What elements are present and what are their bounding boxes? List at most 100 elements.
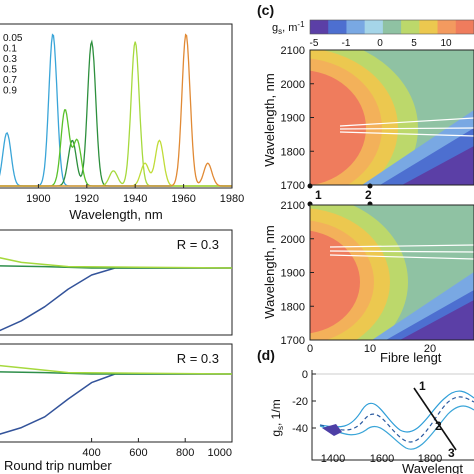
colorbar-ticks: -5 -1 0 5 10 (310, 38, 452, 49)
spectra-x-tick-label: 1940 (123, 193, 147, 205)
round-trip-lower-annotation: R = 0.3 (177, 351, 219, 366)
spectra-legend: 0.050.10.30.50.70.9 (3, 33, 23, 97)
round-trip-upper-lines (0, 257, 232, 332)
spectra-x-tick-label: 1980 (220, 193, 244, 205)
heatmap-y-tick-label: 1900 (281, 113, 305, 125)
panel-c-label: (c) (257, 2, 274, 18)
panel-d-label: (d) (257, 347, 275, 363)
marker-1-label: 1 (315, 188, 322, 202)
colorbar-frame (309, 19, 474, 35)
c-lower-y-label: Wavelength, nm (262, 225, 277, 318)
colorbar-swatch (310, 20, 329, 34)
colorbar-tick-label: -5 (310, 38, 319, 49)
heatmap-x-tick-label: 20 (424, 343, 436, 355)
spectrum-series-5 (0, 33, 232, 187)
d-x-tick-label: 1400 (321, 453, 345, 465)
d-axes (311, 370, 474, 461)
colorbar-swatch (364, 20, 384, 34)
c-lower-x-ticks: 0 10 20 (307, 343, 436, 355)
d-curve-label-2: 2 (435, 419, 442, 433)
c-lower-heatmap: 2100 2000 1900 1800 1700 0 10 20 Wavelength, n… (262, 200, 474, 365)
colorbar-swatch (401, 20, 420, 34)
marker-2-dot (367, 183, 373, 189)
round-trip-lower-lines (0, 364, 232, 435)
marker-2-label: 2 (365, 188, 372, 202)
round-trip-lower-frame (0, 343, 233, 443)
heatmap-y-tick-label: 2000 (281, 234, 305, 246)
round-trip-series-0 (0, 267, 232, 332)
colorbar-swatches (310, 20, 474, 34)
spectra-x-label: Wavelength, nm (69, 207, 162, 222)
heatmap-y-tick-label: 2100 (281, 45, 305, 57)
d-x-label: Wavelengt (402, 461, 463, 474)
colorbar-swatch (419, 20, 439, 34)
round-trip-x-label: Round trip number (4, 458, 112, 473)
d-curve-label-1: 1 (419, 379, 426, 393)
heatmap-y-tick-label: 2000 (281, 79, 305, 91)
d-curve-label-3: 3 (448, 446, 455, 460)
spectra-lines (0, 33, 232, 187)
round-trip-x-tick-label: 800 (176, 447, 194, 459)
colorbar-swatch (437, 20, 457, 34)
round-trip-series-2 (0, 364, 232, 375)
round-trip-x-ticks: 400 600 800 1000 (82, 438, 233, 459)
c-upper-field (310, 50, 474, 185)
spectra-x-tick-label: 1920 (75, 193, 99, 205)
spectra-legend-entry: 0.7 (3, 75, 17, 86)
c-lower-field (310, 205, 474, 340)
d-x-tick-label: 1800 (418, 453, 442, 465)
d-y-tick-label: 0 (302, 369, 308, 381)
d-panel: 0 -20 -40 1400 1600 1800 1 2 3 gs, 1/m Wavel… (269, 369, 474, 474)
round-trip-upper-annotation: R = 0.3 (177, 237, 219, 252)
c-upper-y-ticks: 2100 2000 1900 1800 1700 (281, 45, 314, 192)
spectra-legend-entry: 0.05 (3, 33, 23, 44)
colorbar-tick-label: 5 (411, 38, 417, 49)
colorbar-swatch (328, 20, 347, 34)
heatmap-y-tick-label: 2100 (281, 200, 305, 212)
round-trip-x-tick-label: 1000 (208, 447, 232, 459)
spectra-x-tick-label: 1960 (171, 193, 195, 205)
spectrum-series-1 (0, 39, 232, 187)
spectra-panel: 0.050.10.30.50.70.9 1900 1920 1940 1960 1980… (0, 23, 244, 222)
spectra-frame (0, 23, 233, 189)
heatmap-y-tick-label: 1800 (281, 146, 305, 158)
d-y-label: gs, 1/m (269, 399, 285, 436)
colorbar-label: gs, m-1 (272, 20, 305, 36)
round-trip-upper-frame (0, 229, 233, 336)
heatmap-y-tick-label: 1700 (281, 180, 305, 192)
spectra-legend-entry: 0.9 (3, 86, 17, 97)
colorbar-swatch (382, 20, 402, 34)
round-trip-x-tick-label: 400 (82, 447, 100, 459)
heatmap-x-tick-label: 0 (307, 343, 313, 355)
heatmap-y-tick-label: 1900 (281, 268, 305, 280)
colorbar: gs, m-1 -5 -1 0 5 10 (272, 19, 474, 49)
colorbar-tick-label: 0 (377, 38, 383, 49)
colorbar-tick-label: 10 (440, 38, 452, 49)
heatmap-y-tick-label: 1700 (281, 335, 305, 347)
c-lower-y-ticks: 2100 2000 1900 1800 1700 (281, 200, 314, 347)
spectrum-series-0 (0, 33, 232, 187)
spectra-legend-entry: 0.1 (3, 44, 17, 55)
round-trip-series-2 (0, 257, 232, 269)
d-x-tick-label: 1600 (370, 453, 394, 465)
round-trip-series-0 (0, 373, 232, 435)
d-y-ticks: 0 -20 -40 (292, 369, 316, 435)
spectra-legend-entry: 0.3 (3, 54, 17, 65)
spectrum-series-3 (0, 41, 232, 187)
heatmap-x-tick-label: 10 (364, 343, 376, 355)
c-upper-heatmap: 2100 2000 1900 1800 1700 Wavelength, nm 1 2 (262, 45, 474, 207)
d-curves (312, 373, 474, 451)
spectra-x-tick-label: 1900 (26, 193, 50, 205)
colorbar-tick-label: -1 (342, 38, 351, 49)
heatmap-y-tick-label: 1800 (281, 301, 305, 313)
c-upper-y-label: Wavelength, nm (262, 73, 277, 166)
spectra-x-ticks: 1900 1920 1940 1960 1980 (26, 184, 244, 205)
round-trip-x-tick-label: 600 (129, 447, 147, 459)
d-y-tick-label: -20 (292, 396, 308, 408)
c-lower-x-label: Fibre lengt (380, 350, 442, 365)
round-trip-upper-panel: R = 0.3 (0, 229, 233, 336)
round-trip-lower-panel: R = 0.3 400 600 800 1000 Round trip number (0, 343, 233, 473)
colorbar-swatch (346, 20, 366, 34)
spectrum-series-4 (0, 139, 232, 187)
